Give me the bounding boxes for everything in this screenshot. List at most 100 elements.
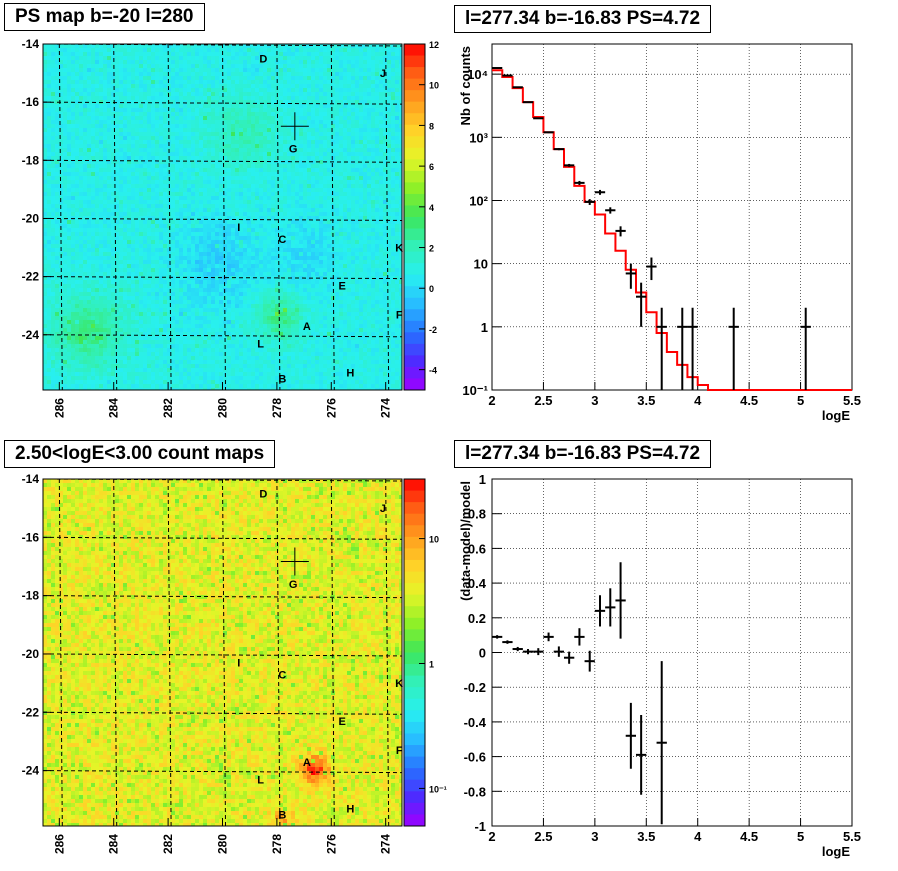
map-cell [263, 240, 267, 244]
map-cell [311, 116, 315, 120]
map-cell [371, 116, 375, 120]
map-cell [107, 80, 111, 84]
map-cell [179, 100, 183, 104]
map-cell [79, 60, 83, 64]
map-cell [343, 148, 347, 152]
map-cell [131, 200, 135, 204]
map-cell [171, 168, 175, 172]
map-cell [179, 256, 183, 260]
map-cell [215, 112, 219, 116]
map-cell [219, 124, 223, 128]
map-cell [79, 116, 83, 120]
map-cell [187, 200, 191, 204]
map-cell [91, 232, 95, 236]
map-cell [199, 52, 203, 56]
map-cell [203, 228, 207, 232]
map-cell [259, 244, 263, 248]
map-cell [283, 180, 287, 184]
map-cell [63, 236, 67, 240]
map-cell [379, 260, 383, 264]
map-cell [243, 220, 247, 224]
map-cell [387, 112, 391, 116]
map-cell [371, 80, 375, 84]
map-cell [107, 56, 111, 60]
map-cell [359, 224, 363, 228]
map-cell [319, 260, 323, 264]
map-cell [163, 152, 167, 156]
map-cell [287, 200, 291, 204]
map-cell [243, 244, 247, 248]
map-cell [355, 244, 359, 248]
map-cell [339, 196, 343, 200]
map-cell [83, 156, 87, 160]
map-cell [55, 172, 59, 176]
map-cell [391, 100, 395, 104]
map-cell [107, 48, 111, 52]
map-cell [147, 72, 151, 76]
map-cell [375, 112, 379, 116]
map-cell [43, 112, 47, 116]
map-cell [131, 76, 135, 80]
map-cell [139, 80, 143, 84]
map-cell [267, 148, 271, 152]
map-cell [151, 236, 155, 240]
map-cell [315, 260, 319, 264]
map-cell [171, 64, 175, 68]
map-cell [399, 240, 402, 244]
map-cell [71, 140, 75, 144]
map-cell [107, 160, 111, 164]
map-cell [351, 164, 355, 168]
map-cell [151, 60, 155, 64]
map-cell [163, 248, 167, 252]
map-cell [67, 116, 71, 120]
map-cell [359, 212, 363, 216]
map-cell [163, 160, 167, 164]
map-cell [323, 256, 327, 260]
map-cell [339, 176, 343, 180]
map-cell [351, 104, 355, 108]
map-cell [255, 92, 259, 96]
map-cell [263, 248, 267, 252]
map-cell [55, 220, 59, 224]
map-cell [231, 64, 235, 68]
map-cell [63, 48, 67, 52]
map-cell [279, 172, 283, 176]
map-cell [83, 256, 87, 260]
map-cell [339, 152, 343, 156]
map-cell [231, 236, 235, 240]
map-cell [155, 92, 159, 96]
map-cell [187, 148, 191, 152]
map-cell [79, 168, 83, 172]
map-cell [135, 92, 139, 96]
map-cell [191, 104, 195, 108]
map-cell [331, 120, 335, 124]
map-cell [231, 92, 235, 96]
map-cell [267, 144, 271, 148]
map-cell [155, 52, 159, 56]
map-cell [247, 48, 251, 52]
map-cell [287, 56, 291, 60]
map-cell [171, 96, 175, 100]
map-cell [319, 204, 323, 208]
map-cell [339, 244, 343, 248]
map-cell [227, 164, 231, 168]
map-cell [255, 152, 259, 156]
map-cell [315, 148, 319, 152]
map-cell [399, 220, 402, 224]
map-cell [387, 148, 391, 152]
map-cell [359, 184, 363, 188]
map-cell [311, 248, 315, 252]
map-cell [379, 112, 383, 116]
map-cell [279, 192, 283, 196]
map-cell [91, 64, 95, 68]
map-cell [391, 240, 395, 244]
map-cell [147, 116, 151, 120]
map-cell [203, 224, 207, 228]
map-cell [191, 168, 195, 172]
map-cell [135, 88, 139, 92]
map-cell [123, 68, 127, 72]
map-cell [147, 140, 151, 144]
map-cell [191, 120, 195, 124]
map-cell [111, 184, 115, 188]
map-cell [395, 220, 399, 224]
